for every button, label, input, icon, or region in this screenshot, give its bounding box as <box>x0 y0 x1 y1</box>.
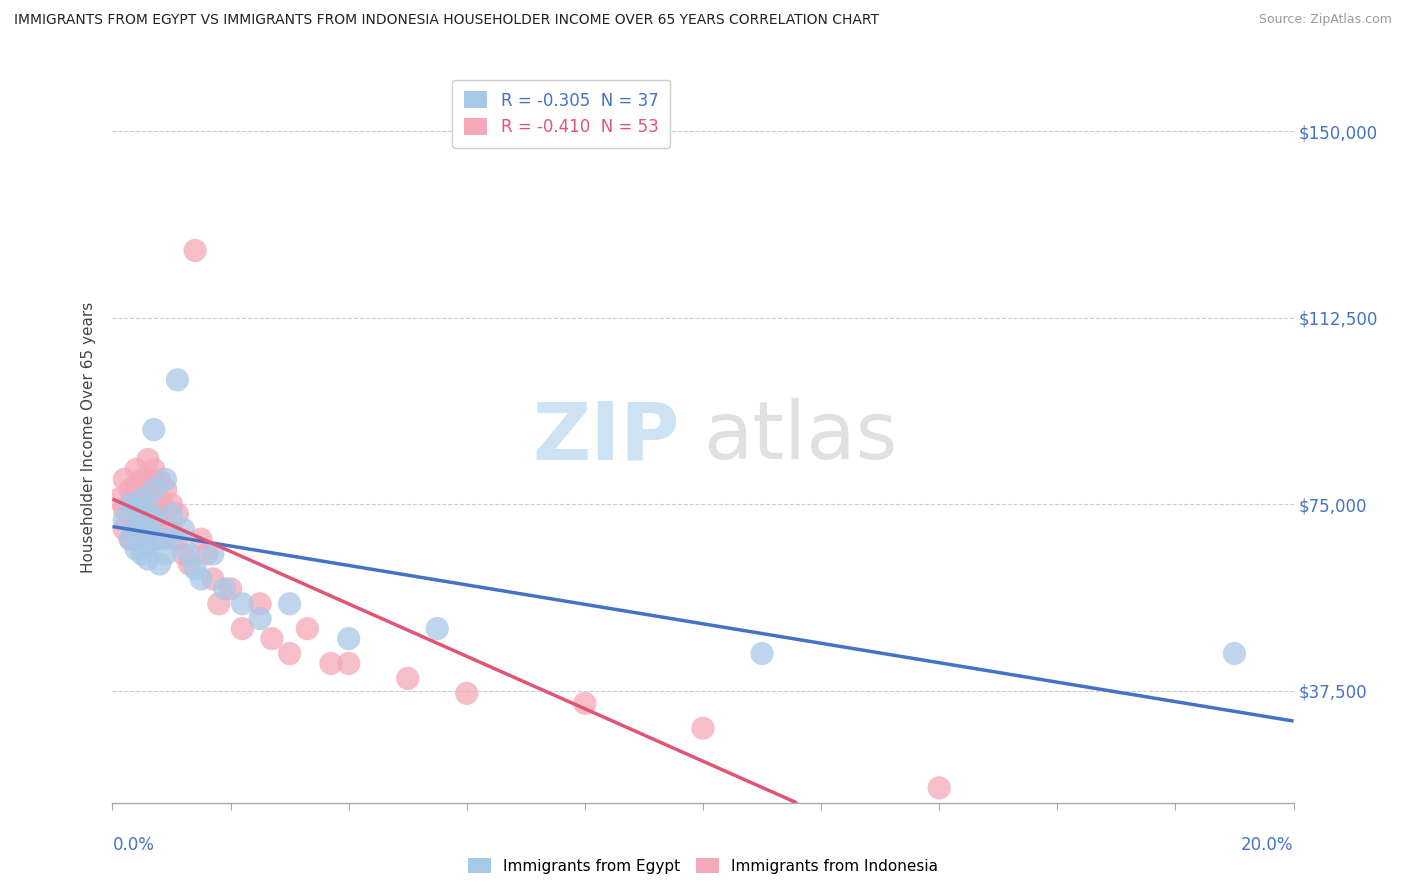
Point <box>131 507 153 521</box>
Point <box>179 557 201 571</box>
Point <box>278 647 301 661</box>
Point <box>120 532 142 546</box>
Point <box>219 582 242 596</box>
Point <box>125 522 148 536</box>
Point <box>142 423 165 437</box>
Point <box>136 492 159 507</box>
Point <box>131 527 153 541</box>
Point <box>160 532 183 546</box>
Point <box>142 483 165 497</box>
Point <box>107 492 129 507</box>
Point <box>120 483 142 497</box>
Point <box>120 512 142 526</box>
Point <box>201 547 224 561</box>
Point <box>142 483 165 497</box>
Point <box>131 512 153 526</box>
Point <box>319 657 342 671</box>
Y-axis label: Householder Income Over 65 years: Householder Income Over 65 years <box>80 301 96 573</box>
Point <box>214 582 236 596</box>
Legend: Immigrants from Egypt, Immigrants from Indonesia: Immigrants from Egypt, Immigrants from I… <box>463 852 943 880</box>
Point <box>172 522 194 536</box>
Point <box>456 686 478 700</box>
Point <box>125 462 148 476</box>
Legend: R = -0.305  N = 37, R = -0.410  N = 53: R = -0.305 N = 37, R = -0.410 N = 53 <box>453 79 671 148</box>
Point <box>112 522 135 536</box>
Text: ZIP: ZIP <box>531 398 679 476</box>
Point <box>692 721 714 735</box>
Point <box>131 472 153 486</box>
Point <box>231 597 253 611</box>
Point <box>136 452 159 467</box>
Point <box>136 472 159 486</box>
Point <box>120 497 142 511</box>
Text: atlas: atlas <box>703 398 897 476</box>
Point <box>131 532 153 546</box>
Point <box>125 502 148 516</box>
Point <box>166 532 188 546</box>
Point <box>125 483 148 497</box>
Point <box>131 547 153 561</box>
Point <box>260 632 283 646</box>
Point <box>136 552 159 566</box>
Point <box>751 647 773 661</box>
Point <box>112 502 135 516</box>
Point <box>142 532 165 546</box>
Point <box>426 622 449 636</box>
Point <box>574 696 596 710</box>
Point <box>131 492 153 507</box>
Point <box>125 502 148 516</box>
Point <box>297 622 319 636</box>
Point <box>278 597 301 611</box>
Point <box>249 612 271 626</box>
Point <box>136 502 159 516</box>
Point <box>166 373 188 387</box>
Point <box>249 597 271 611</box>
Point <box>396 672 419 686</box>
Point <box>155 483 177 497</box>
Point <box>136 512 159 526</box>
Point <box>112 512 135 526</box>
Text: 20.0%: 20.0% <box>1241 836 1294 854</box>
Point <box>142 462 165 476</box>
Point <box>1223 647 1246 661</box>
Point <box>142 512 165 526</box>
Point <box>155 502 177 516</box>
Point <box>190 532 212 546</box>
Point <box>172 547 194 561</box>
Point <box>208 597 231 611</box>
Point <box>131 492 153 507</box>
Point <box>142 512 165 526</box>
Text: 0.0%: 0.0% <box>112 836 155 854</box>
Point <box>155 547 177 561</box>
Point <box>149 472 172 486</box>
Point <box>337 632 360 646</box>
Point <box>125 542 148 557</box>
Point <box>149 512 172 526</box>
Point <box>928 780 950 795</box>
Point <box>120 497 142 511</box>
Point <box>155 472 177 486</box>
Point <box>112 472 135 486</box>
Point <box>149 557 172 571</box>
Point <box>337 657 360 671</box>
Point <box>149 492 172 507</box>
Point <box>201 572 224 586</box>
Point <box>184 244 207 258</box>
Point <box>160 507 183 521</box>
Point <box>179 547 201 561</box>
Text: Source: ZipAtlas.com: Source: ZipAtlas.com <box>1258 13 1392 27</box>
Text: IMMIGRANTS FROM EGYPT VS IMMIGRANTS FROM INDONESIA HOUSEHOLDER INCOME OVER 65 YE: IMMIGRANTS FROM EGYPT VS IMMIGRANTS FROM… <box>14 13 879 28</box>
Point <box>166 507 188 521</box>
Point <box>125 522 148 536</box>
Point <box>149 532 172 546</box>
Point <box>160 497 183 511</box>
Point <box>195 547 218 561</box>
Point <box>160 522 183 536</box>
Point <box>136 537 159 551</box>
Point <box>120 532 142 546</box>
Point <box>136 522 159 536</box>
Point <box>184 562 207 576</box>
Point <box>190 572 212 586</box>
Point <box>231 622 253 636</box>
